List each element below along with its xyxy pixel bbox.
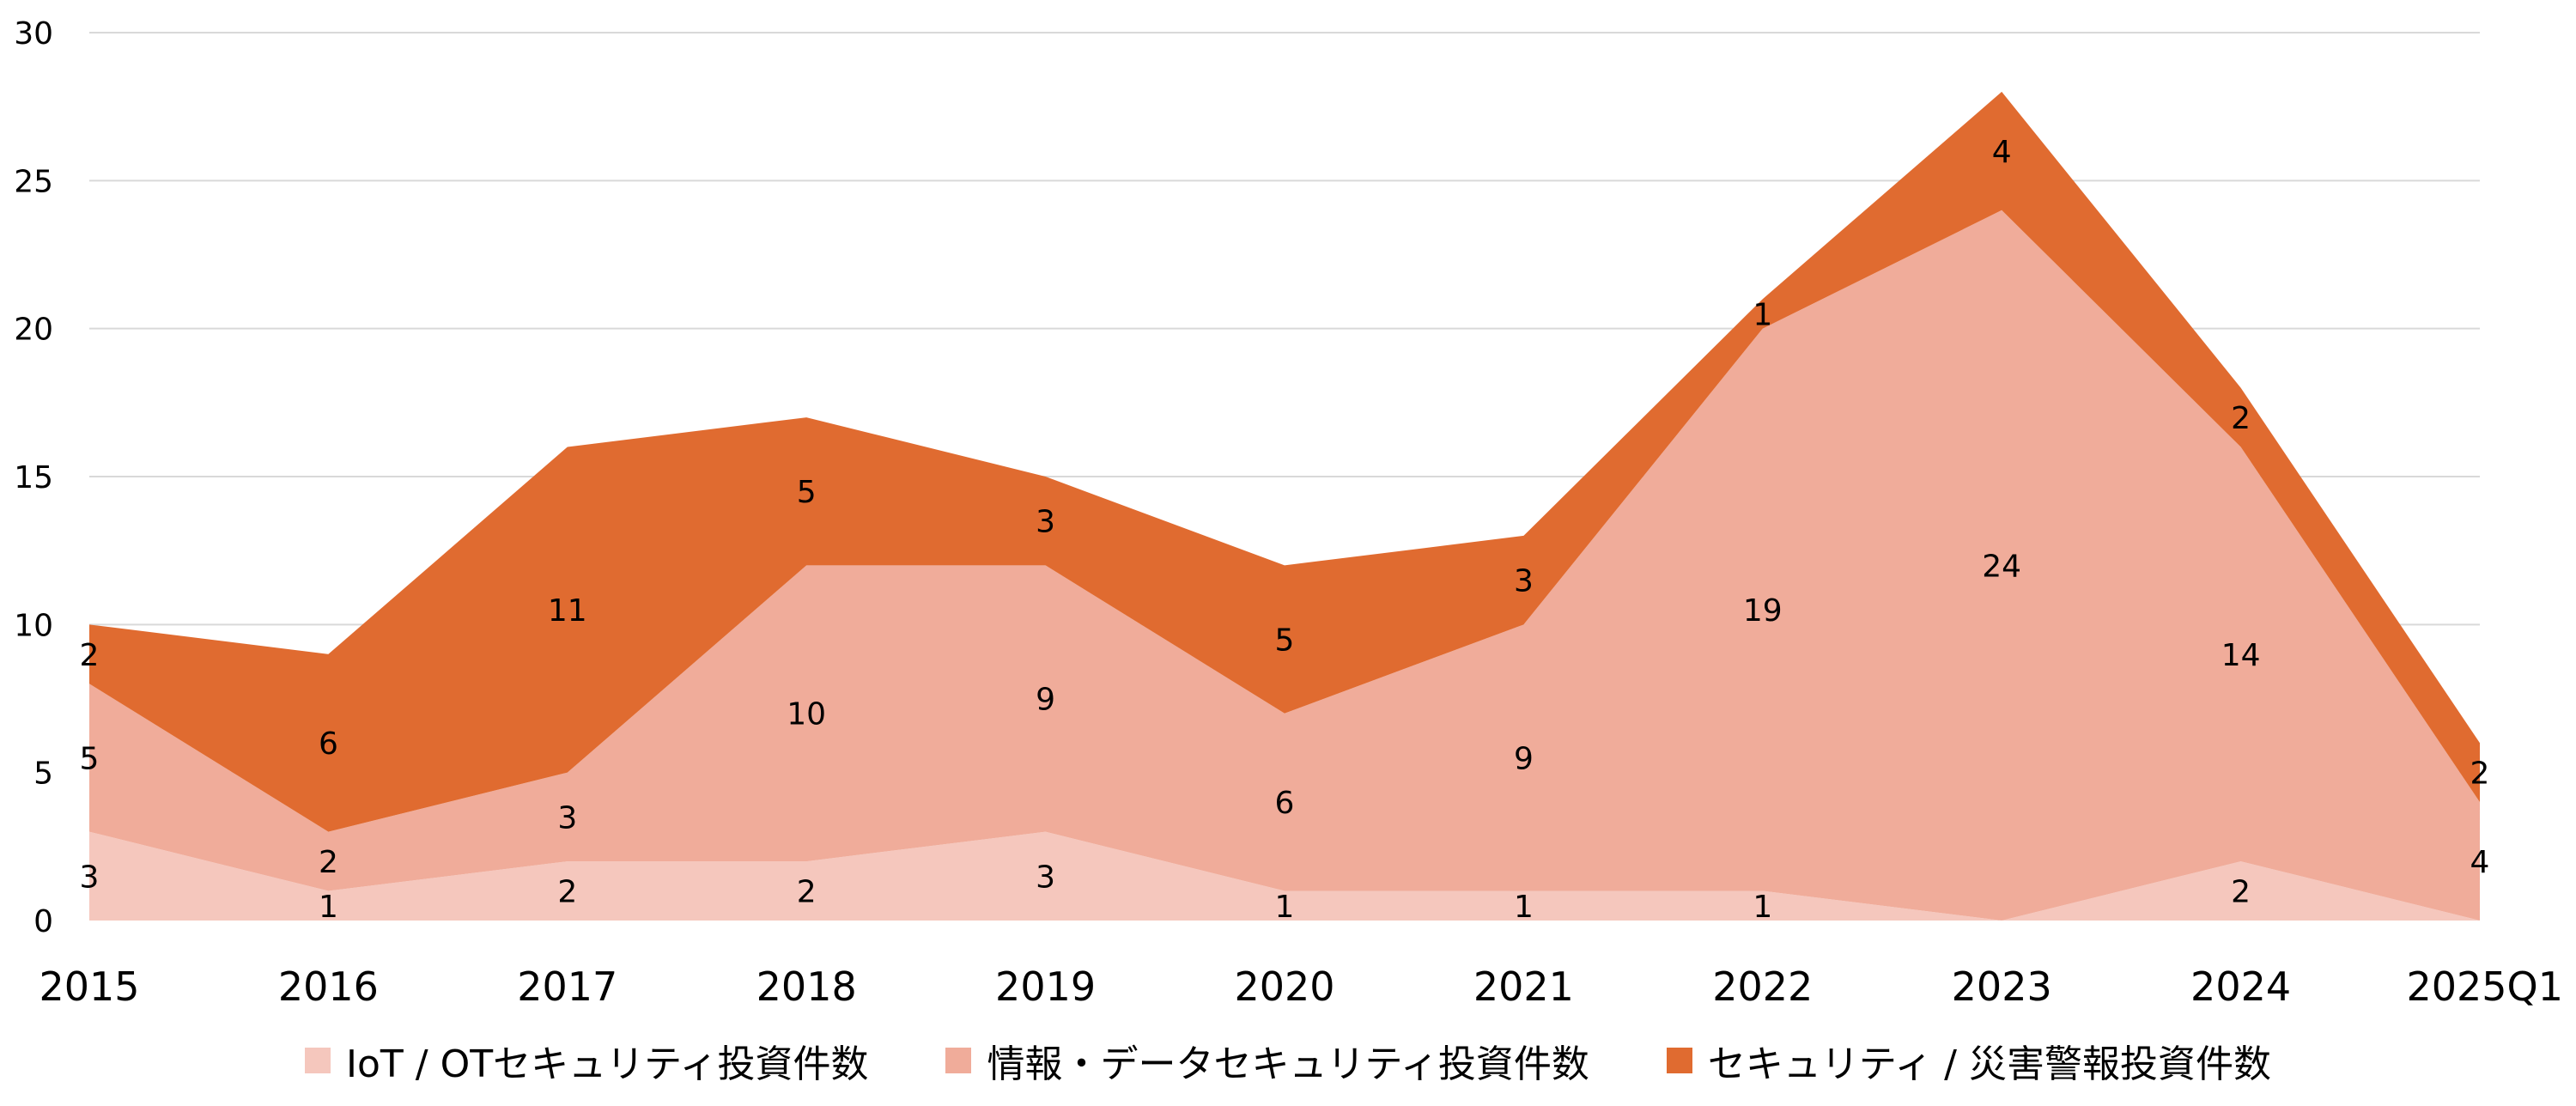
legend: IoT / OTセキュリティ投資件数 情報・データセキュリティ投資件数 セキュリティ…	[0, 1030, 2576, 1091]
data-label: 24	[1982, 549, 2021, 584]
y-tick-label: 5	[33, 757, 53, 792]
x-axis-ticks: 2015 2016 2017 2018 2019 2020 2021 2022 2023 2024…	[39, 963, 2563, 1010]
legend-item: 情報・データセキュリティ投資件数	[945, 1033, 1589, 1088]
x-tick-label: 2019	[995, 963, 1096, 1010]
data-label: 3	[1036, 860, 1055, 895]
data-label: 5	[797, 475, 817, 510]
data-label: 3	[557, 800, 577, 836]
legend-swatch	[945, 1048, 972, 1073]
data-label: 2	[2231, 401, 2251, 436]
data-label: 2	[319, 845, 338, 880]
legend-swatch	[1666, 1048, 1692, 1073]
series-area-1	[89, 831, 2480, 921]
data-label: 1	[1275, 890, 1295, 925]
legend-label: 情報・データセキュリティ投資件数	[987, 1042, 1589, 1086]
series-area-3	[89, 91, 2480, 832]
y-tick-label: 10	[14, 608, 53, 643]
y-tick-label: 30	[14, 16, 53, 52]
data-label: 6	[319, 726, 338, 762]
x-tick-label: 2023	[1952, 963, 2052, 1010]
data-label: 3	[1036, 505, 1055, 540]
x-tick-label: 2020	[1234, 963, 1334, 1010]
legend-label: セキュリティ / 災害警報投資件数	[1707, 1042, 2271, 1086]
x-tick-label: 2016	[278, 963, 379, 1010]
data-label: 11	[548, 593, 587, 629]
y-tick-label: 15	[14, 460, 53, 495]
data-label: 4	[1992, 135, 2012, 170]
data-label: 2	[2231, 875, 2251, 910]
data-label: 5	[1275, 623, 1295, 659]
legend-label: IoT / OTセキュリティ投資件数	[346, 1042, 869, 1086]
data-label: 3	[1514, 564, 1534, 599]
y-axis-ticks: 0 5 10 15 20 25 30	[14, 16, 53, 939]
y-tick-label: 25	[14, 164, 53, 199]
data-label: 2	[2470, 757, 2490, 792]
data-label: 1	[1514, 890, 1534, 925]
legend-item: IoT / OTセキュリティ投資件数	[305, 1033, 868, 1088]
legend-swatch	[305, 1048, 331, 1073]
data-label: 19	[1743, 593, 1783, 629]
x-tick-label: 2017	[517, 963, 617, 1010]
series-areas	[89, 91, 2480, 921]
legend-item: セキュリティ / 災害警報投資件数	[1666, 1033, 2271, 1088]
data-label: 2	[797, 875, 817, 910]
data-label: 1	[1753, 297, 1772, 332]
data-label: 10	[787, 697, 826, 732]
data-label: 4	[2470, 845, 2490, 880]
data-label: 2	[557, 875, 577, 910]
x-tick-label: 2025Q1	[2406, 963, 2563, 1010]
x-tick-label: 2021	[1473, 963, 1574, 1010]
data-label: 5	[80, 741, 100, 776]
data-label: 9	[1036, 683, 1055, 718]
data-label: 2	[80, 638, 100, 673]
x-tick-label: 2015	[39, 963, 139, 1010]
data-label: 9	[1514, 741, 1534, 776]
data-label: 6	[1275, 786, 1295, 821]
data-label: 1	[319, 890, 338, 925]
y-tick-label: 20	[14, 313, 53, 348]
data-label: 3	[80, 860, 100, 895]
data-label: 14	[2221, 638, 2261, 673]
x-tick-label: 2018	[756, 963, 857, 1010]
data-label: 1	[1753, 890, 1772, 925]
x-tick-label: 2022	[1712, 963, 1813, 1010]
y-tick-label: 0	[33, 904, 53, 939]
series-area-2	[89, 210, 2480, 921]
x-tick-label: 2024	[2190, 963, 2291, 1010]
